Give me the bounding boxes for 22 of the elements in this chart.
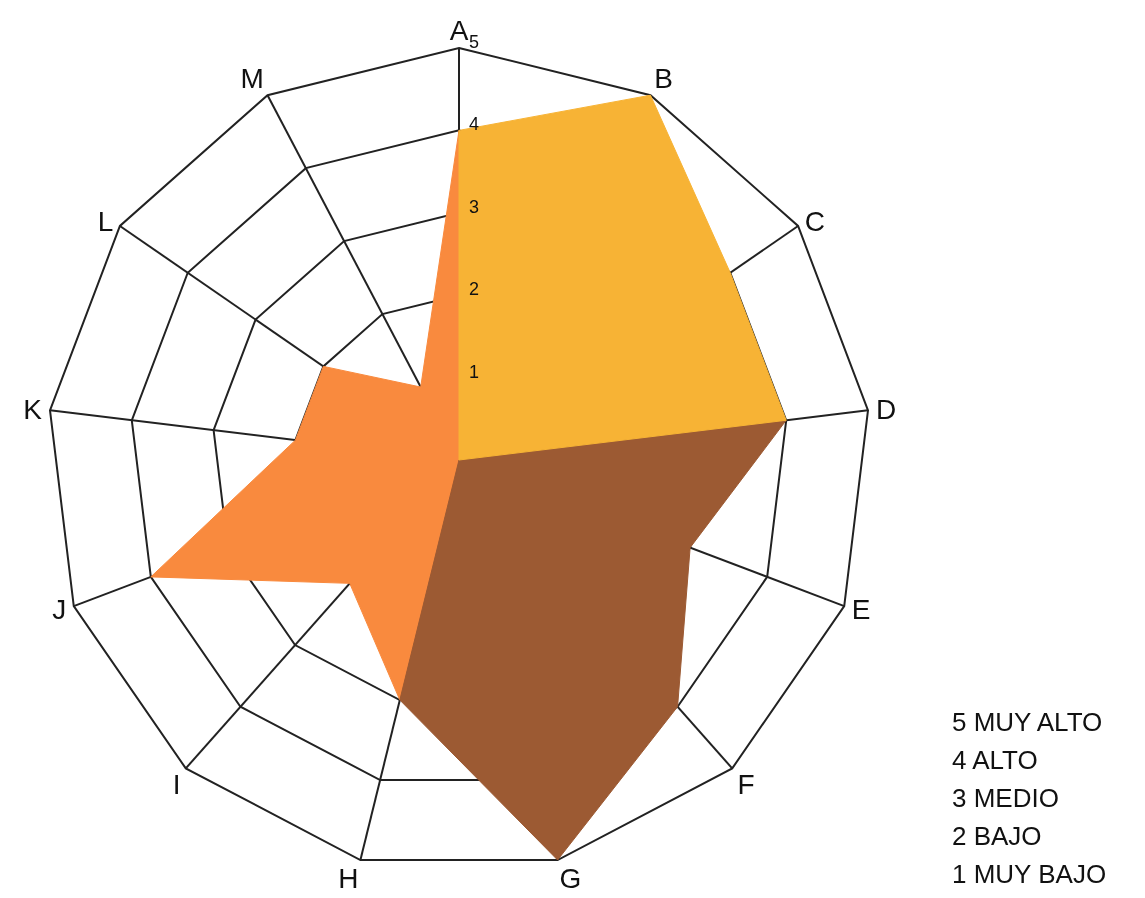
spoke-label: L bbox=[97, 206, 114, 238]
spoke-label: K bbox=[23, 394, 43, 426]
spoke-label: F bbox=[737, 769, 755, 801]
text: 3 MEDIO bbox=[952, 782, 1060, 815]
spoke-label: B bbox=[654, 63, 673, 95]
spoke-label: I bbox=[172, 769, 181, 801]
spoke-label: H bbox=[338, 862, 359, 894]
y-tick-label: 1 bbox=[469, 361, 480, 382]
spoke-label: E bbox=[851, 593, 871, 625]
text: 4 ALTO bbox=[952, 744, 1039, 777]
y-tick-label: 2 bbox=[469, 279, 480, 300]
spoke-label: G bbox=[559, 862, 582, 894]
spoke-label: A bbox=[449, 15, 469, 46]
text: 5 MUY ALTO bbox=[952, 706, 1104, 739]
spoke-label: J bbox=[52, 593, 67, 625]
spoke-label: C bbox=[804, 206, 825, 238]
spoke-label: D bbox=[875, 394, 897, 426]
text: 1 MUY BAJO bbox=[952, 858, 1107, 891]
y-tick-label: 5 bbox=[469, 32, 480, 52]
y-tick-label: 3 bbox=[469, 196, 480, 217]
spoke-label: M bbox=[240, 63, 264, 95]
text: 2 BAJO bbox=[952, 820, 1043, 853]
